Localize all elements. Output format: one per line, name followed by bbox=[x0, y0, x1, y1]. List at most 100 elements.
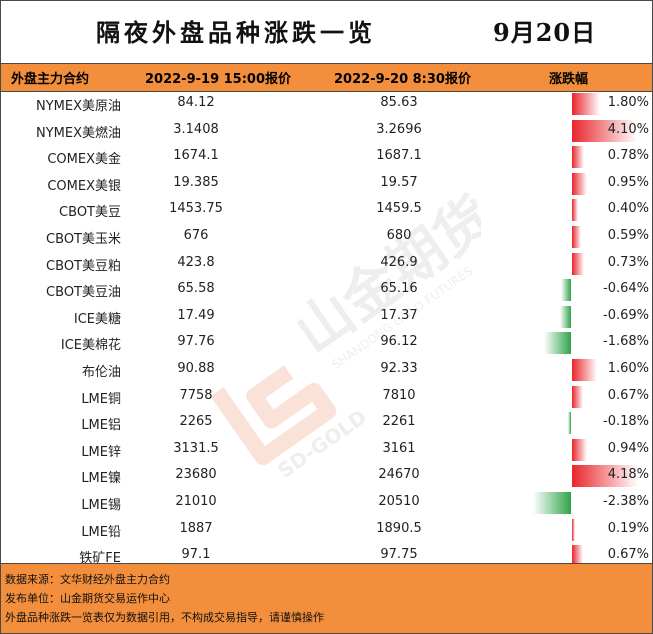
table-row: COMEX美银 19.385 19.57 0.95% bbox=[1, 171, 652, 198]
curr-price: 17.37 bbox=[380, 307, 418, 323]
change-pct: 0.73% bbox=[607, 254, 649, 270]
change-pct: 0.59% bbox=[607, 227, 649, 243]
contract-name: COMEX美金 bbox=[47, 152, 121, 168]
title-row: 隔夜外盘品种涨跌一览 9月20日 bbox=[1, 1, 652, 63]
curr-price: 97.75 bbox=[380, 547, 418, 563]
curr-price: 1459.5 bbox=[376, 201, 422, 217]
footer-disclaimer: 外盘品种涨跌一览表仅为数据引用，不构成交易指导，请谨慎操作 bbox=[5, 611, 324, 624]
table-row: LME铜 7758 7810 0.67% bbox=[1, 384, 652, 411]
change-pct: -0.18% bbox=[603, 414, 649, 430]
change-bar bbox=[572, 93, 601, 115]
change-pct: 0.94% bbox=[607, 440, 649, 456]
change-bar bbox=[572, 518, 575, 541]
prev-price: 90.88 bbox=[177, 360, 215, 376]
change-pct: -0.69% bbox=[603, 307, 649, 323]
contract-name: LME铅 bbox=[81, 524, 121, 540]
change-bar bbox=[572, 545, 583, 568]
table-row: ICE美糖 17.49 17.37 -0.69% bbox=[1, 304, 652, 331]
change-bar bbox=[572, 172, 587, 195]
contract-name: CBOT美豆 bbox=[59, 205, 121, 221]
curr-price: 3.2696 bbox=[376, 121, 422, 137]
prev-price: 1887 bbox=[179, 520, 213, 536]
table-row: CBOT美玉米 676 680 0.59% bbox=[1, 224, 652, 251]
curr-price: 19.57 bbox=[380, 174, 418, 190]
header-contract: 外盘主力合约 bbox=[11, 72, 90, 87]
change-bar bbox=[560, 305, 571, 328]
prev-price: 7758 bbox=[179, 387, 213, 403]
prev-price: 423.8 bbox=[177, 254, 215, 270]
table-row: LME锌 3131.5 3161 0.94% bbox=[1, 437, 652, 464]
prev-price: 1453.75 bbox=[169, 201, 223, 217]
curr-price: 1687.1 bbox=[376, 148, 422, 164]
curr-price: 20510 bbox=[378, 493, 420, 509]
change-bar bbox=[572, 225, 582, 248]
table-row: LME铅 1887 1890.5 0.19% bbox=[1, 517, 652, 544]
change-pct: 1.80% bbox=[607, 95, 649, 110]
contract-name: COMEX美银 bbox=[47, 178, 121, 194]
change-pct: 4.10% bbox=[607, 121, 649, 137]
contract-name: LME铜 bbox=[81, 391, 121, 407]
curr-price: 680 bbox=[386, 227, 412, 243]
prev-price: 21010 bbox=[175, 493, 217, 509]
change-bar bbox=[544, 332, 571, 355]
table-body: NYMEX美原油 84.12 85.63 1.80% NYMEX美燃油 3.1408 3.2… bbox=[1, 91, 652, 570]
contract-name: ICE美糖 bbox=[73, 311, 121, 327]
contract-name: NYMEX美燃油 bbox=[35, 125, 121, 141]
table-row: LME镍 23680 24670 4.18% bbox=[1, 463, 652, 490]
change-pct: -2.38% bbox=[603, 493, 649, 509]
table-row: COMEX美金 1674.1 1687.1 0.78% bbox=[1, 144, 652, 171]
change-bar bbox=[572, 146, 585, 169]
change-pct: 0.67% bbox=[607, 547, 649, 563]
change-pct: 0.95% bbox=[607, 174, 649, 190]
change-pct: 1.60% bbox=[607, 360, 649, 376]
prev-price: 676 bbox=[183, 227, 209, 243]
contract-name: LME锌 bbox=[81, 444, 121, 460]
table-row: 布伦油 90.88 92.33 1.60% bbox=[1, 357, 652, 384]
table-row: CBOT美豆油 65.58 65.16 -0.64% bbox=[1, 277, 652, 304]
report-date: 9月20日 bbox=[493, 18, 597, 47]
curr-price: 92.33 bbox=[380, 360, 418, 376]
table-row: LME铝 2265 2261 -0.18% bbox=[1, 410, 652, 437]
contract-name: LME锡 bbox=[81, 497, 121, 513]
curr-price: 7810 bbox=[382, 387, 416, 403]
contract-name: CBOT美豆粕 bbox=[46, 258, 121, 274]
prev-price: 3.1408 bbox=[173, 121, 219, 137]
change-bar bbox=[572, 358, 598, 381]
contract-name: NYMEX美原油 bbox=[35, 99, 121, 114]
curr-price: 65.16 bbox=[380, 281, 418, 297]
prev-price: 97.76 bbox=[177, 334, 215, 350]
contract-name: CBOT美玉米 bbox=[46, 231, 121, 247]
table-header: 外盘主力合约 2022-9-19 15:00报价 2022-9-20 8:30报… bbox=[1, 63, 652, 92]
header-curr: 2022-9-20 8:30报价 bbox=[334, 72, 471, 87]
curr-price: 24670 bbox=[378, 467, 420, 483]
change-pct: 0.78% bbox=[607, 148, 649, 164]
prev-price: 65.58 bbox=[177, 281, 215, 297]
prev-price: 84.12 bbox=[177, 95, 215, 110]
curr-price: 1890.5 bbox=[376, 520, 422, 536]
table-row: CBOT美豆粕 423.8 426.9 0.73% bbox=[1, 251, 652, 278]
header-prev: 2022-9-19 15:00报价 bbox=[145, 72, 292, 87]
change-bar bbox=[560, 279, 571, 302]
curr-price: 426.9 bbox=[380, 254, 418, 270]
prev-price: 97.1 bbox=[181, 547, 211, 563]
change-bar bbox=[533, 491, 571, 514]
change-bar bbox=[572, 252, 584, 275]
prev-price: 19.385 bbox=[173, 174, 219, 190]
table-row: NYMEX美原油 84.12 85.63 1.80% bbox=[1, 91, 652, 118]
contract-name: ICE美棉花 bbox=[60, 338, 121, 354]
contract-name: LME镍 bbox=[81, 471, 121, 487]
footer-publisher: 发布单位：山金期货交易运作中心 bbox=[5, 592, 170, 605]
footer-source: 数据来源：文华财经外盘主力合约 bbox=[5, 573, 170, 586]
prev-price: 23680 bbox=[175, 467, 217, 483]
curr-price: 2261 bbox=[382, 414, 416, 430]
table-row: 铁矿FE 97.1 97.75 0.67% bbox=[1, 543, 652, 570]
table-row: LME锡 21010 20510 -2.38% bbox=[1, 490, 652, 517]
prev-price: 17.49 bbox=[177, 307, 215, 323]
change-bar bbox=[572, 385, 583, 408]
change-bar bbox=[572, 119, 637, 142]
footer: 数据来源：文华财经外盘主力合约 发布单位：山金期货交易运作中心 外盘品种涨跌一览… bbox=[1, 563, 652, 633]
change-pct: 0.67% bbox=[607, 387, 649, 403]
curr-price: 85.63 bbox=[380, 95, 418, 110]
contract-name: 铁矿FE bbox=[79, 551, 121, 567]
table-row: CBOT美豆 1453.75 1459.5 0.40% bbox=[1, 197, 652, 224]
